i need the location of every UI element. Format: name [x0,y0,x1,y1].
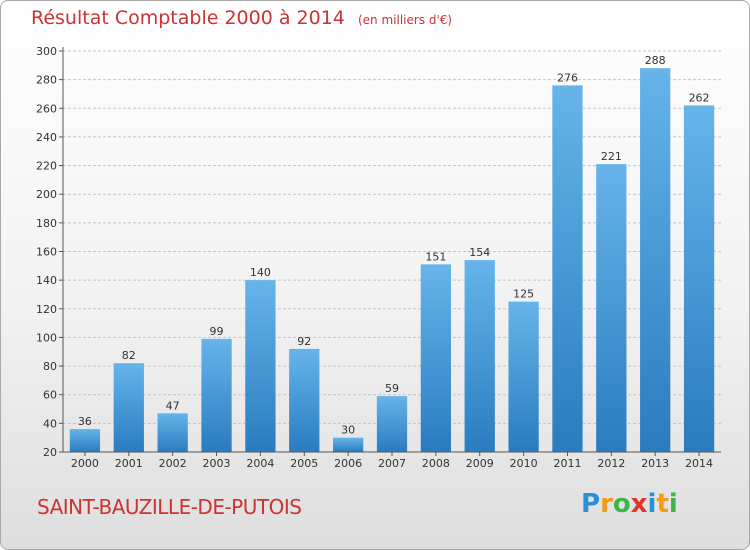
bar-value-label: 125 [513,288,534,301]
commune-name: SAINT-BAUZILLE-DE-PUTOIS [37,495,302,519]
bar-value-label: 276 [557,71,578,84]
y-tick-label: 60 [43,389,57,402]
y-tick-label: 140 [36,274,57,287]
bar-value-label: 92 [297,335,311,348]
x-tick-label: 2000 [71,457,99,470]
y-tick-label: 280 [36,74,57,87]
y-tick-label: 80 [43,360,57,373]
bar [683,105,715,453]
bar-value-label: 30 [341,424,355,437]
y-tick-label: 300 [36,45,57,58]
bar [376,396,408,452]
y-tick-label: 100 [36,331,57,344]
bars: 36 82 47 99 140 92 30 59 151 154 125 276 221 288 262 [69,54,715,453]
chart-subtitle: (en milliers d'€) [357,13,453,27]
y-tick-label: 260 [36,102,57,115]
logo-letter: P [581,489,601,519]
bar [420,264,452,452]
x-tick-label: 2002 [159,457,187,470]
x-tick-label: 2009 [466,457,494,470]
bar [113,363,144,452]
logo-letter: i [668,489,678,519]
x-tick-label: 2004 [246,457,274,470]
x-tick-label: 2014 [685,457,713,470]
logo-letter: i [647,489,657,519]
y-tick-label: 240 [36,131,57,144]
chart-title: Résultat Comptable 2000 à 2014 [31,7,345,29]
bar-value-label: 154 [469,246,490,259]
bar-value-label: 288 [645,54,666,67]
bar [245,280,276,452]
bar [201,338,232,452]
y-tick-label: 220 [36,160,57,173]
logo-letter: o [612,489,631,519]
x-tick-label: 2011 [553,457,581,470]
y-tick-label: 120 [36,303,57,316]
bar [640,68,671,452]
x-tick-label: 2003 [203,457,231,470]
chart-title-row: Résultat Comptable 2000 à 2014 (en milli… [31,7,452,29]
axes: 20 40 60 80 100 120 140 160 180 200 220 240 260 280 30… [36,45,721,470]
x-tick-label: 2001 [115,457,143,470]
bar [596,164,627,452]
logo-letter: r [600,489,613,519]
bar [157,413,188,452]
bar-value-label: 221 [601,150,622,163]
bar [508,301,539,452]
y-tick-label: 160 [36,246,57,259]
bar-value-label: 47 [166,399,180,412]
y-tick-label: 180 [36,217,57,230]
bar [69,429,101,452]
x-tick-label: 2008 [422,457,450,470]
bar-value-label: 59 [385,382,399,395]
logo-letter: t [656,489,669,519]
x-tick-label: 2013 [641,457,669,470]
proxiti-logo: Proxiti [581,489,678,519]
x-tick-label: 2012 [597,457,625,470]
logo-letter: x [630,489,648,519]
bar [289,348,320,452]
bar-value-label: 262 [689,91,710,104]
bar [464,260,495,452]
y-tick-label: 200 [36,188,57,201]
y-tick-label: 20 [43,446,57,459]
bar-value-label: 36 [78,415,92,428]
bar-value-label: 140 [250,266,271,279]
bar [552,85,583,452]
bar-value-label: 151 [425,250,446,263]
bar [332,437,364,452]
x-tick-label: 2005 [290,457,318,470]
x-tick-label: 2007 [378,457,406,470]
x-tick-label: 2010 [510,457,538,470]
y-tick-label: 40 [43,417,57,430]
bar-value-label: 99 [210,325,224,338]
x-tick-label: 2006 [334,457,362,470]
bar-value-label: 82 [122,349,136,362]
